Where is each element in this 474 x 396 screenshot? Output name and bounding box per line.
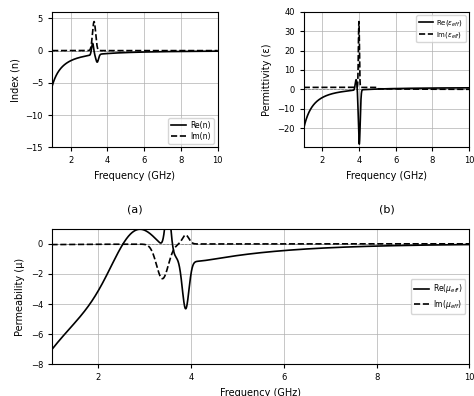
X-axis label: Frequency (GHz): Frequency (GHz) [346,171,427,181]
Re($\mu_{eff}$) [26,380,32,385]
Line: Im($\varepsilon_{eff}$): Im($\varepsilon_{eff}$) [294,21,469,89]
Re($\varepsilon_{eff}$) [403,86,409,91]
Re($\varepsilon_{eff}$) [355,101,361,105]
Line: Re($\mu_{eff}$): Re($\mu_{eff}$) [29,206,469,383]
Im($\varepsilon_{eff}$) [301,85,306,90]
Im($\mu_{eff}$) [160,276,165,281]
Im($\varepsilon_{eff}$) [403,87,409,91]
Im($\varepsilon_{eff}$) [466,87,472,91]
Re($\mu_{eff}$) [165,204,171,208]
Legend: Re($\varepsilon_{eff}$), Im($\varepsilon_{eff}$): Re($\varepsilon_{eff}$), Im($\varepsilon… [416,15,466,42]
Re($\varepsilon_{eff}$) [466,86,472,90]
Im($\varepsilon_{eff}$) [395,87,401,91]
Re($\varepsilon_{eff}$) [292,145,297,150]
Im(n) [91,19,97,24]
Im($\mu_{eff}$) [48,242,54,246]
Re(n) [215,49,220,53]
Im($\varepsilon_{eff}$) [292,85,297,90]
Im($\varepsilon_{eff}$) [355,78,361,83]
Y-axis label: Index (n): Index (n) [10,58,20,102]
Y-axis label: Permittivity (ε): Permittivity (ε) [262,44,272,116]
Re($\mu_{eff}$) [353,244,358,249]
Re($\mu_{eff}$) [287,248,292,253]
Re($\mu_{eff}$) [466,242,472,247]
Re($\mu_{eff}$) [306,246,311,251]
Y-axis label: Permeability (μ): Permeability (μ) [15,257,25,335]
Im($\mu_{eff}$) [306,242,311,246]
Im($\varepsilon_{eff}$) [430,87,436,91]
X-axis label: Frequency (GHz): Frequency (GHz) [94,171,175,181]
Re($\varepsilon_{eff}$) [421,86,427,91]
Im($\varepsilon_{eff}$) [421,87,427,91]
Text: (a): (a) [127,204,143,214]
Im(n) [144,48,149,53]
Re(n) [170,49,175,54]
Im(n) [179,48,185,53]
Legend: Re(n), Im(n): Re(n), Im(n) [168,118,214,144]
Legend: Re($\mu_{eff}$), Im($\mu_{eff}$): Re($\mu_{eff}$), Im($\mu_{eff}$) [411,279,465,314]
Im($\mu_{eff}$) [466,242,472,246]
Re(n) [103,51,109,56]
Re(n) [40,172,46,177]
Re(n) [90,41,95,46]
Im(n) [151,48,157,53]
Im($\mu_{eff}$) [376,242,382,246]
Re(n) [144,50,149,54]
Im(n) [49,48,55,53]
Line: Im(n): Im(n) [43,21,218,51]
Im(n) [40,48,46,53]
Line: Im($\mu_{eff}$): Im($\mu_{eff}$) [29,235,469,279]
X-axis label: Frequency (GHz): Frequency (GHz) [220,388,301,396]
Re($\mu_{eff}$) [48,348,54,353]
Re($\varepsilon_{eff}$) [353,77,359,82]
Re($\varepsilon_{eff}$) [430,86,436,90]
Re($\varepsilon_{eff}$) [301,128,306,133]
Re(n) [151,50,157,54]
Im(n) [215,48,220,53]
Im(n) [103,48,109,53]
Re($\mu_{eff}$) [376,244,382,248]
Re(n) [179,49,185,54]
Line: Re(n): Re(n) [43,44,218,174]
Re(n) [49,85,55,90]
Im($\mu_{eff}$) [287,242,292,246]
Im($\mu_{eff}$) [26,242,32,246]
Im(n) [170,48,175,53]
Re($\varepsilon_{eff}$) [395,86,401,91]
Im($\mu_{eff}$) [183,232,189,237]
Im($\mu_{eff}$) [186,236,191,240]
Im($\mu_{eff}$) [353,242,358,246]
Text: (b): (b) [379,204,394,214]
Line: Re($\varepsilon_{eff}$): Re($\varepsilon_{eff}$) [294,80,469,147]
Im($\varepsilon_{eff}$) [356,19,362,24]
Re($\mu_{eff}$) [186,292,191,297]
